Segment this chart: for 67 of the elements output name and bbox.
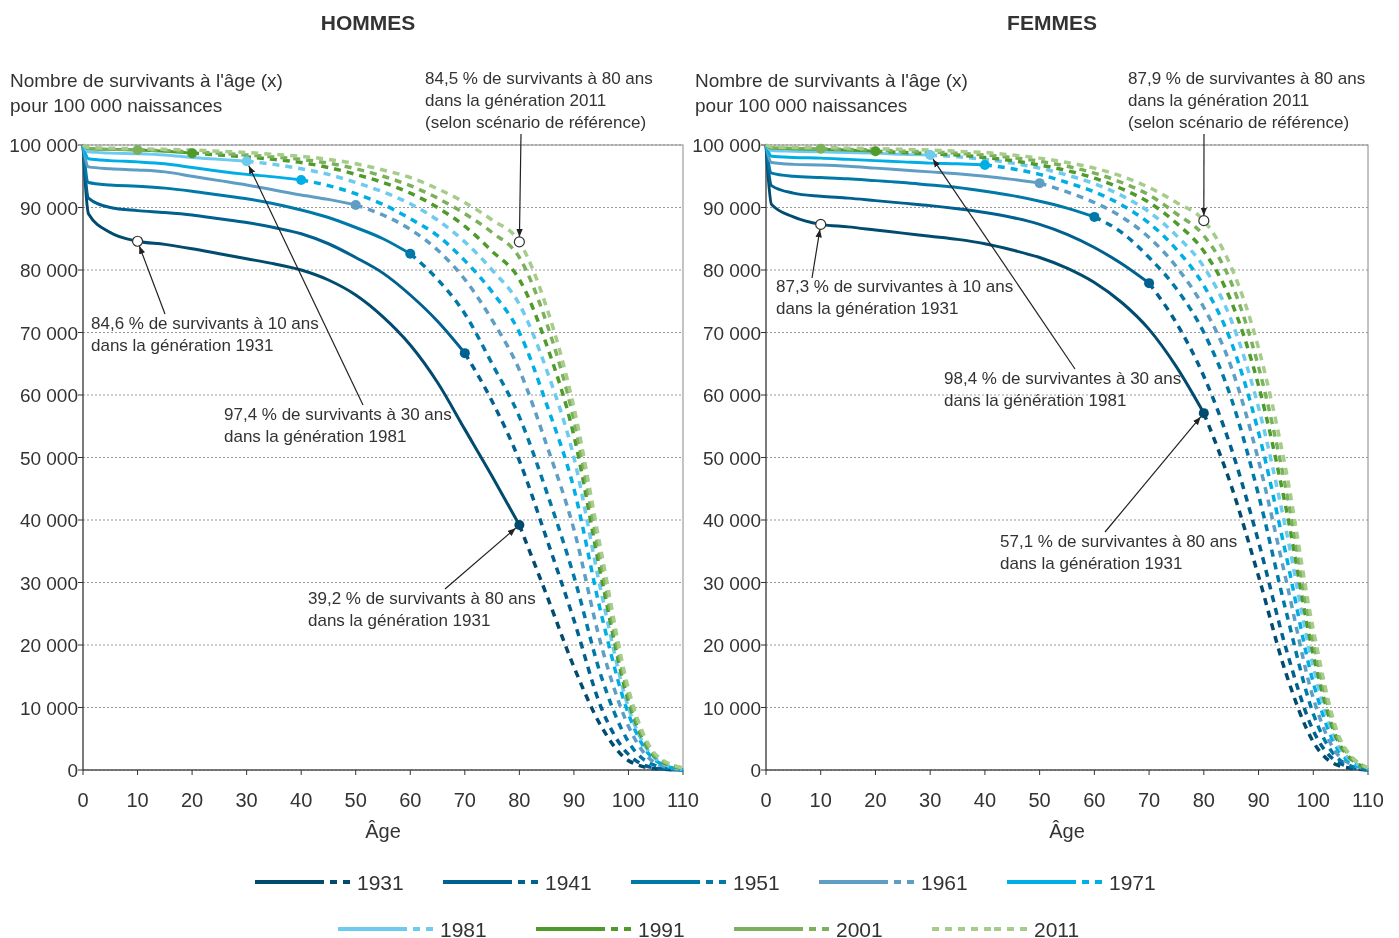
x-tick-label: 30 [919,789,942,811]
x-tick-label: 110 [667,789,699,811]
chart-title: HOMMES [320,11,416,34]
legend-label: 1941 [545,871,592,894]
x-tick-label: 90 [1247,789,1270,811]
y-tick-label: 0 [67,760,78,781]
annotation: 98,4 % de survivantes à 30 ans dans la génération 1981 [944,369,1182,411]
x-tick-label: 30 [235,789,258,811]
y-tick-label: 90 000 [702,197,761,219]
y-tick-label: 20 000 [702,635,761,656]
x-tick-label: 70 [1137,789,1161,811]
y-tick-label: 40 000 [702,510,761,531]
x-tick-label: 100 [611,789,646,811]
y-axis-title: Nombre de survivants à l'âge (x) pour 100 000 naissances [10,70,283,116]
y-tick-label: 70 000 [19,322,78,344]
legend-label: 2001 [836,918,883,938]
annotation: 39,2 % de survivants à 80 ans dans la génération 1931 [308,589,536,631]
y-tick-label: 50 000 [19,447,78,469]
annotation: 84,6 % de survivants à 10 ans dans la génération 1931 [91,314,319,356]
annotation: 57,1 % de survivantes à 80 ans dans la génération 1931 [1000,532,1238,574]
x-tick-label: 20 [180,789,204,811]
x-axis-title: Âge [1049,820,1085,842]
y-tick-label: 90 000 [19,197,78,219]
y-tick-label: 30 000 [19,572,78,594]
annotation: 84,5 % de survivants à 80 ans dans la génération 2011 (selon scénario de référence) [425,69,653,133]
y-tick-label: 60 000 [702,385,761,406]
annotation: 87,9 % de survivantes à 80 ans dans la génération 2011 (selon scénario de référence) [1128,69,1366,133]
x-tick-label: 60 [399,789,422,811]
annotation: 97,4 % de survivants à 30 ans dans la génération 1981 [224,405,452,447]
annotation: 87,3 % de survivantes à 10 ans dans la génération 1931 [776,277,1014,319]
y-tick-label: 30 000 [702,572,761,594]
y-tick-label: 70 000 [702,322,761,344]
legend-label: 1961 [921,871,968,894]
x-axis-title: Âge [365,820,401,842]
y-tick-label: 50 000 [702,447,761,469]
legend-label: 1991 [638,918,685,938]
y-tick-label: 40 000 [19,510,78,531]
x-tick-label: 80 [1192,789,1215,811]
x-tick-label: 10 [126,789,149,811]
x-tick-label: 70 [453,789,476,811]
x-tick-label: 90 [562,789,586,811]
x-tick-label: 110 [1352,789,1384,811]
legend-label: 1981 [440,918,487,938]
x-tick-label: 50 [1028,789,1051,811]
legend-label: 1931 [357,871,404,894]
y-tick-label: 10 000 [19,697,78,719]
x-tick-label: 40 [290,789,313,811]
x-tick-label: 60 [1083,789,1106,811]
x-tick-label: 50 [344,789,367,811]
legend-label: 1971 [1109,871,1156,894]
y-tick-label: 100 000 [692,135,761,156]
x-tick-label: 80 [508,789,531,811]
y-tick-label: 80 000 [702,260,761,281]
chart-title: FEMMES [1007,11,1097,34]
x-tick-label: 40 [973,789,997,811]
x-tick-label: 100 [1296,789,1330,811]
y-axis-title: Nombre de survivants à l'âge (x) pour 100 000 naissances [695,70,968,116]
y-tick-label: 80 000 [19,260,78,281]
x-tick-label: 20 [864,789,887,811]
x-tick-label: 10 [809,789,832,811]
legend-label: 2011 [1034,918,1080,938]
y-tick-label: 10 000 [702,697,761,719]
y-tick-label: 100 000 [9,135,78,156]
y-tick-label: 60 000 [19,385,78,406]
legend-label: 1951 [733,871,780,894]
y-tick-label: 0 [750,760,761,781]
y-tick-label: 20 000 [19,635,78,656]
